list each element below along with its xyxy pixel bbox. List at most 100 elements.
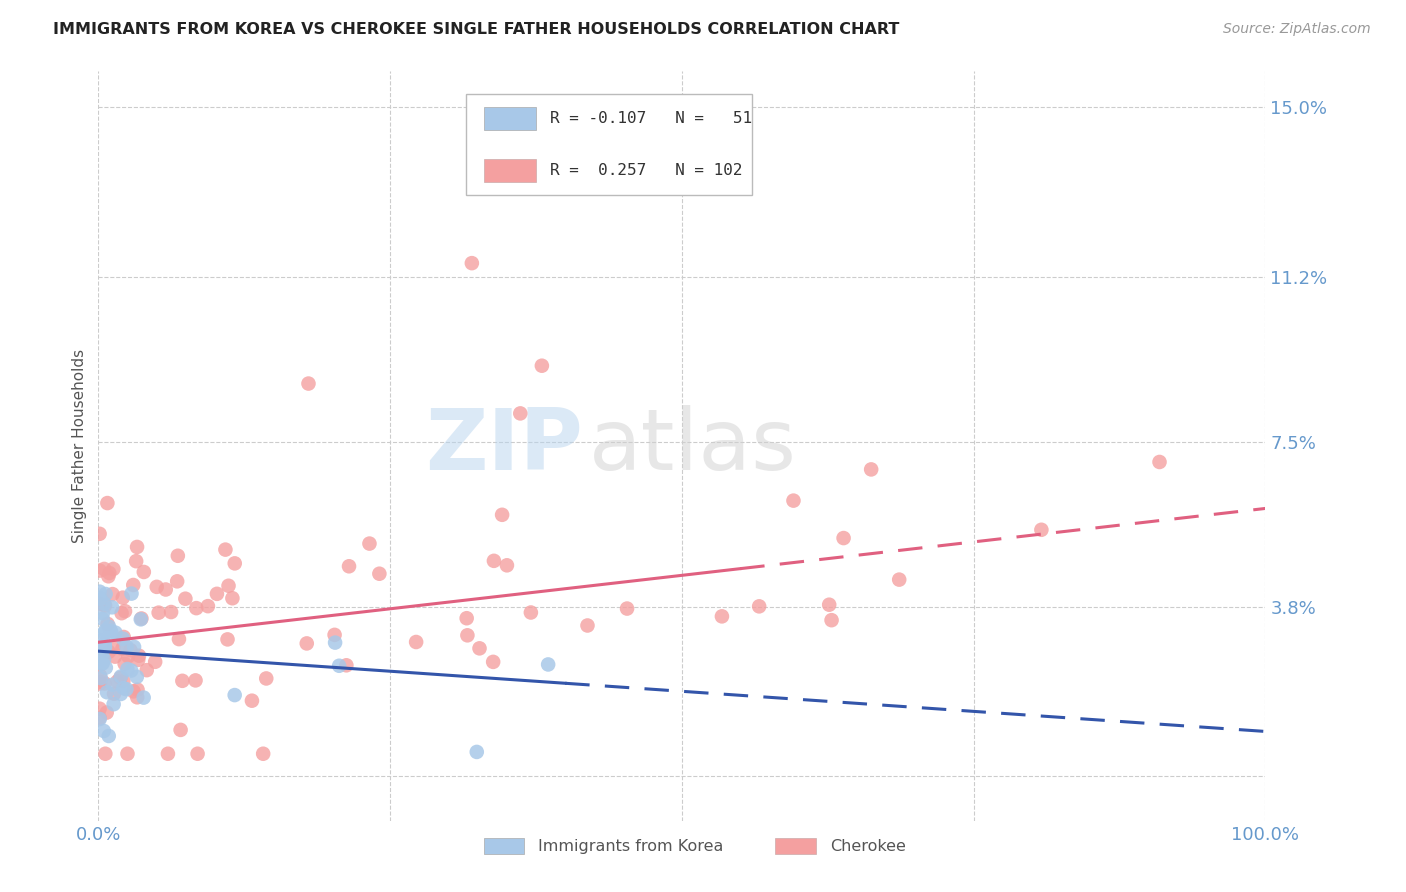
Point — [89, 564, 111, 578]
Point — [468, 641, 491, 656]
Point — [125, 540, 148, 554]
Point — [89, 584, 111, 599]
Point — [187, 747, 209, 761]
Bar — [484, 159, 536, 181]
Point — [120, 643, 142, 657]
Point — [710, 609, 733, 624]
Point — [89, 526, 111, 541]
Point — [111, 632, 134, 646]
Point — [89, 648, 111, 662]
Point — [295, 636, 318, 650]
Point — [748, 599, 770, 614]
Point — [166, 549, 188, 563]
Point — [405, 635, 427, 649]
Point — [110, 669, 132, 683]
Point — [456, 611, 478, 625]
Point — [91, 648, 114, 662]
Point — [125, 554, 148, 568]
Point — [94, 660, 117, 674]
Point — [104, 625, 127, 640]
Point — [509, 406, 531, 420]
Point — [94, 624, 117, 638]
Point — [90, 633, 112, 648]
Point — [145, 580, 167, 594]
Point — [482, 655, 505, 669]
Point — [576, 618, 599, 632]
Point — [89, 711, 111, 725]
Point — [135, 663, 157, 677]
Point — [97, 729, 120, 743]
Point — [101, 587, 124, 601]
Point — [122, 578, 145, 592]
Point — [89, 642, 111, 657]
Point — [127, 682, 149, 697]
Point — [224, 688, 246, 702]
Point — [91, 606, 114, 620]
Point — [98, 620, 121, 634]
Bar — [484, 107, 536, 130]
Point — [121, 586, 143, 600]
Point — [112, 630, 135, 644]
Point — [89, 702, 111, 716]
Point — [89, 646, 111, 660]
Point — [90, 671, 112, 685]
Point — [323, 635, 346, 649]
Point — [112, 674, 135, 689]
Point — [101, 678, 124, 692]
Point — [254, 672, 277, 686]
Point — [184, 673, 207, 688]
Point — [111, 591, 134, 605]
Point — [115, 640, 138, 654]
Point — [114, 657, 136, 671]
Point — [110, 687, 132, 701]
Point — [818, 598, 841, 612]
Point — [496, 558, 519, 573]
Point — [97, 645, 120, 659]
Point — [122, 640, 145, 654]
Point — [96, 496, 118, 510]
Point — [127, 690, 149, 705]
Point — [172, 673, 194, 688]
Point — [461, 256, 484, 270]
Point — [93, 652, 115, 666]
Point — [94, 599, 117, 613]
Point — [122, 684, 145, 698]
Point — [111, 641, 134, 656]
Point — [101, 600, 124, 615]
Point — [482, 554, 505, 568]
Bar — [775, 838, 815, 855]
Point — [127, 653, 149, 667]
Point — [297, 376, 319, 391]
Point — [337, 559, 360, 574]
Point — [491, 508, 513, 522]
FancyBboxPatch shape — [465, 94, 752, 195]
Point — [174, 591, 197, 606]
Point — [1031, 523, 1053, 537]
Point — [89, 674, 111, 689]
Point — [94, 587, 117, 601]
Point — [103, 641, 125, 656]
Point — [97, 569, 120, 583]
Point — [335, 658, 357, 673]
Point — [93, 637, 115, 651]
Point — [115, 682, 138, 697]
Point — [110, 671, 132, 685]
Point — [114, 604, 136, 618]
Point — [128, 648, 150, 663]
Point — [537, 657, 560, 672]
Point — [94, 640, 117, 655]
Point — [169, 723, 191, 737]
Point — [117, 662, 139, 676]
Point — [96, 685, 118, 699]
Point — [205, 587, 228, 601]
Point — [820, 613, 842, 627]
Y-axis label: Single Father Households: Single Father Households — [72, 349, 87, 543]
Point — [89, 676, 111, 690]
Text: Cherokee: Cherokee — [830, 838, 905, 854]
Point — [832, 531, 855, 545]
Point — [117, 649, 139, 664]
Point — [240, 694, 263, 708]
Point — [91, 656, 114, 670]
Point — [214, 542, 236, 557]
Point — [94, 747, 117, 761]
